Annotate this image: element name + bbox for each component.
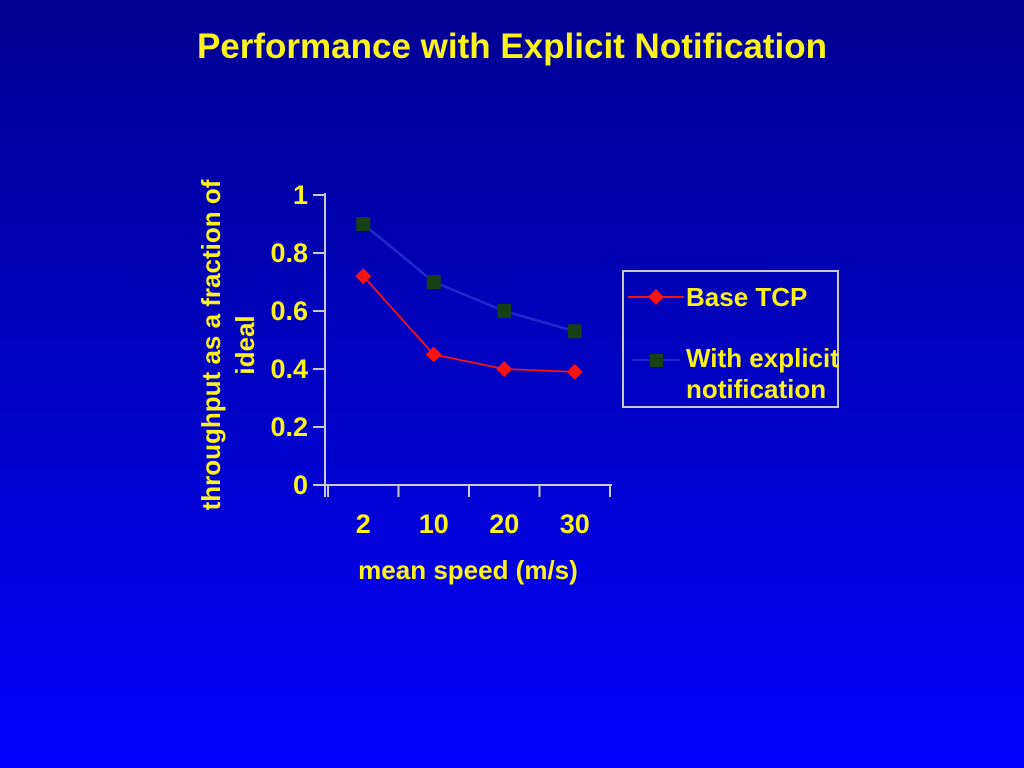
y-axis-title: throughput as a fraction of ideal: [194, 155, 264, 535]
base-tcp-data-point: [355, 268, 372, 285]
y-tick-label: 0.6: [270, 296, 308, 326]
legend-square-icon: [650, 354, 663, 367]
y-tick-label: 0.4: [270, 354, 308, 384]
base-tcp-line: [362, 275, 575, 373]
explicit-notification-data-point: [426, 275, 441, 289]
y-tick-label: 0.2: [270, 412, 308, 442]
explicit-notification-data-point: [497, 304, 512, 318]
x-tick-label: 2: [355, 509, 371, 539]
explicit-notification-data-point: [567, 324, 582, 339]
x-tick-label: 10: [418, 509, 449, 539]
y-axis-title-line1: throughput as a fraction of: [196, 179, 226, 511]
legend-marker-base-tcp: [628, 289, 684, 305]
slide-title: Performance with Explicit Notification: [196, 27, 828, 66]
base-tcp-data-point: [425, 346, 442, 363]
y-axis-title-line2: ideal: [230, 315, 260, 375]
base-tcp-data-point: [566, 363, 583, 380]
base-tcp-data-point: [496, 361, 513, 377]
legend-label-base-tcp: Base TCP: [686, 282, 808, 312]
explicit-notification-line: [362, 223, 576, 333]
legend-marker-explicit: [632, 354, 680, 367]
y-tick-label: 0.8: [270, 238, 308, 268]
y-tick-label: 1: [292, 180, 308, 210]
legend: Base TCP With explicit notification: [622, 270, 839, 408]
explicit-notification-data-point: [356, 217, 371, 231]
legend-label-explicit: With explicit notification: [686, 343, 839, 404]
legend-diamond-icon: [648, 289, 664, 305]
x-tick-label: 20: [489, 509, 520, 539]
x-axis-title: mean speed (m/s): [358, 555, 578, 585]
y-tick-label: 0: [292, 470, 308, 500]
x-tick-label: 30: [559, 509, 590, 539]
